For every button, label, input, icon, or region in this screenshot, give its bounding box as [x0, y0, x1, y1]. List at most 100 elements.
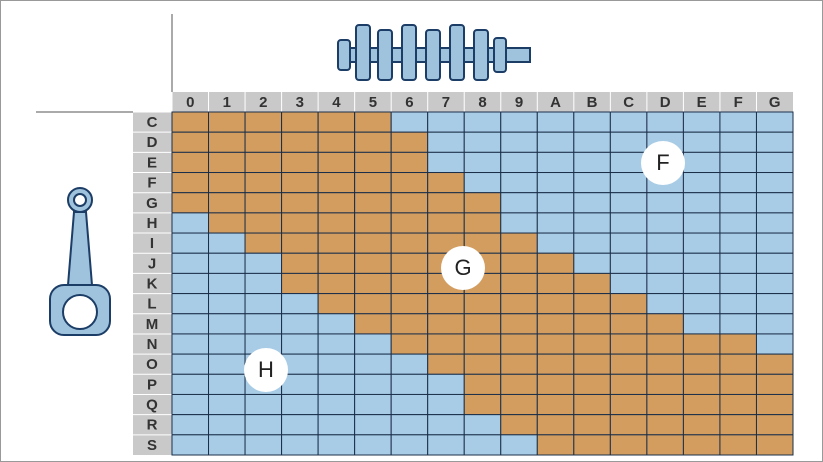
cell [171, 393, 210, 416]
zone-label: H [258, 357, 274, 382]
row-header: P [147, 376, 157, 393]
column-header: 0 [186, 94, 194, 111]
cell [171, 151, 210, 174]
cell [390, 131, 429, 153]
cell [500, 111, 538, 133]
cell [573, 111, 611, 133]
cell [317, 414, 356, 436]
cell [171, 293, 210, 315]
row-header: D [147, 134, 158, 151]
cell [536, 272, 575, 295]
cell [719, 434, 757, 456]
cell [682, 333, 721, 355]
cell [719, 353, 757, 375]
cell [755, 333, 794, 355]
cell [244, 131, 283, 153]
cell [354, 333, 392, 355]
cell [463, 373, 502, 395]
cell [281, 333, 319, 355]
cell [500, 313, 538, 335]
cell [317, 172, 356, 194]
cell [171, 373, 210, 395]
cell [755, 131, 794, 153]
cell [500, 353, 538, 375]
row-header: Q [146, 397, 158, 414]
cell [646, 192, 684, 214]
cell [500, 212, 538, 234]
cell [463, 151, 502, 174]
cell [719, 252, 757, 274]
cell [317, 151, 356, 174]
column-header: 3 [296, 94, 304, 111]
cell [244, 232, 283, 254]
cell [682, 353, 721, 375]
cell [390, 333, 429, 355]
cell [390, 212, 429, 234]
cell [755, 151, 794, 174]
cell [573, 293, 611, 315]
cell [755, 212, 794, 234]
cell [682, 131, 721, 153]
cell [646, 111, 684, 133]
cell [573, 373, 611, 395]
row-header: L [147, 296, 156, 313]
cell [208, 131, 246, 153]
cell [171, 414, 210, 436]
cell [208, 373, 246, 395]
cell [609, 192, 648, 214]
zone-marker [441, 246, 485, 290]
cell [536, 333, 575, 355]
cell [317, 212, 356, 234]
cell [317, 131, 356, 153]
cell [500, 333, 538, 355]
cell [755, 373, 794, 395]
cell [244, 272, 283, 295]
cell [536, 293, 575, 315]
cell [244, 151, 283, 174]
cell [719, 313, 757, 335]
cell [354, 353, 392, 375]
cell [536, 414, 575, 436]
cell [682, 393, 721, 416]
cell [573, 353, 611, 375]
cell [390, 313, 429, 335]
cell [755, 111, 794, 133]
column-header: 2 [259, 94, 267, 111]
row-header: H [147, 215, 158, 232]
cell [500, 192, 538, 214]
cell [500, 272, 538, 295]
cell [208, 393, 246, 416]
cell [317, 192, 356, 214]
cell [244, 313, 283, 335]
column-header: 1 [223, 94, 231, 111]
cell [646, 353, 684, 375]
cell [646, 293, 684, 315]
cell [427, 434, 465, 456]
cell [281, 393, 319, 416]
cell [208, 414, 246, 436]
cell [390, 373, 429, 395]
cell [390, 272, 429, 295]
cell [573, 434, 611, 456]
cell [536, 393, 575, 416]
cell [719, 192, 757, 214]
crankshaft-icon [337, 24, 531, 81]
column-header: 7 [442, 94, 450, 111]
cell [755, 353, 794, 375]
column-header: 5 [369, 94, 377, 111]
cell [317, 111, 356, 133]
cell [281, 272, 319, 295]
cell [244, 212, 283, 234]
cell [719, 232, 757, 254]
cell [281, 212, 319, 234]
cell [755, 272, 794, 295]
cell [536, 212, 575, 234]
cell [208, 212, 246, 234]
cell [317, 353, 356, 375]
cell [244, 434, 283, 456]
cell [354, 434, 392, 456]
cell [719, 131, 757, 153]
cell [646, 232, 684, 254]
